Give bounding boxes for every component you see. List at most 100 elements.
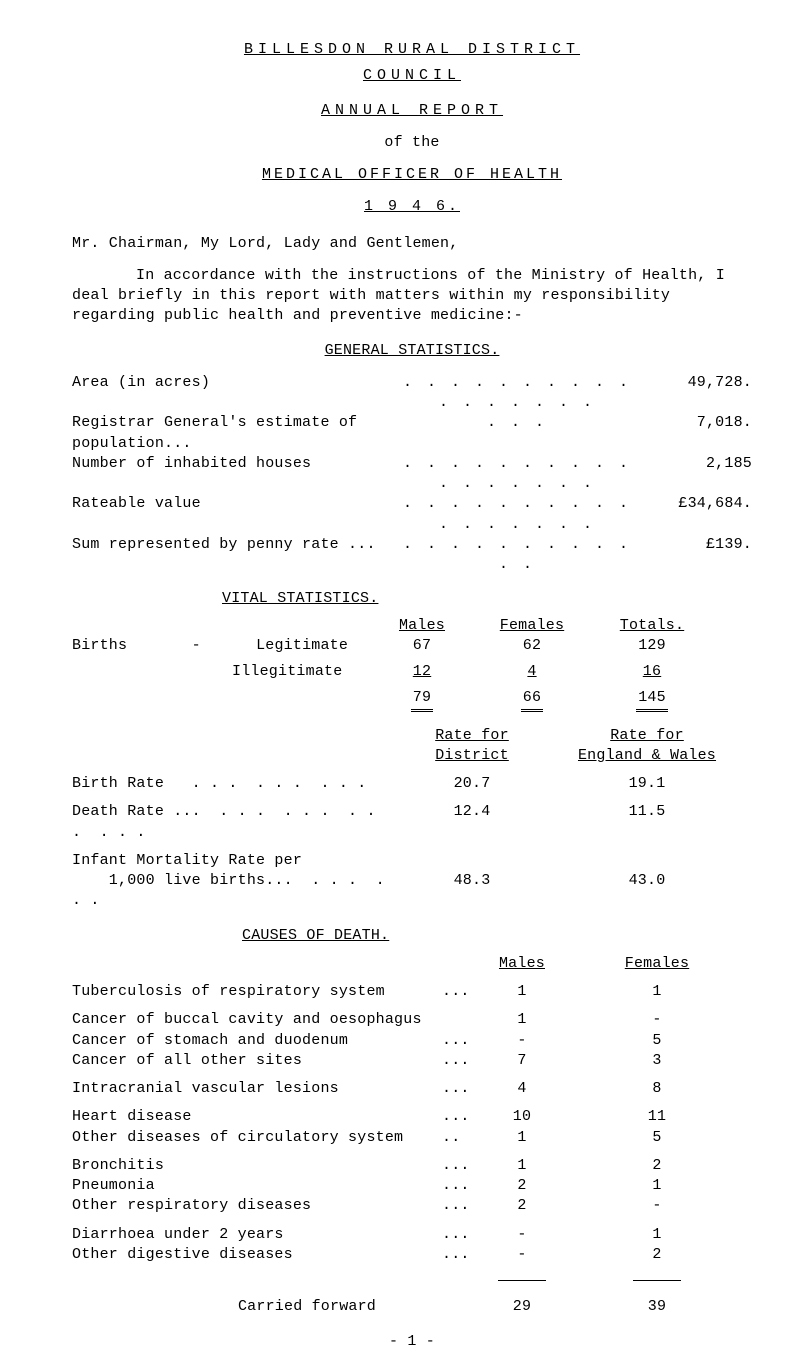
cell-m: 12: [413, 663, 431, 680]
stat-label: Sum represented by penny rate ...: [72, 535, 392, 576]
rate-header-district2: District: [435, 747, 509, 764]
cause-label: Diarrhoea under 2 years: [72, 1225, 442, 1245]
dots: ..: [442, 1128, 482, 1148]
cause-m: 1: [482, 982, 562, 1002]
stat-row-rateable: Rateable value . . . . . . . . . . . . .…: [72, 494, 752, 535]
cause-label: Heart disease: [72, 1107, 442, 1127]
rate-ew: 43.0: [542, 871, 752, 912]
cause-row: Tuberculosis of respiratory system...11: [72, 982, 752, 1002]
row-label: Legitimate: [256, 637, 348, 654]
stat-value: 2,185: [642, 454, 752, 495]
vital-headers: Males Females Totals.: [72, 616, 752, 636]
carried-f: 39: [562, 1297, 752, 1317]
rate-row-infant2: 1,000 live births... . . . . . . 48.3 43…: [72, 871, 752, 912]
cell-f: 4: [527, 663, 536, 680]
header-totals: Totals.: [592, 616, 712, 636]
cause-m: 1: [482, 1128, 562, 1148]
cause-m: 2: [482, 1196, 562, 1216]
section-general-stats: GENERAL STATISTICS.: [72, 341, 752, 361]
dots: . . . . . . . . . . . . . . . . .: [392, 494, 642, 535]
cause-label: Intracranial vascular lesions: [72, 1079, 442, 1099]
cause-row: Other diseases of circulatory system..15: [72, 1128, 752, 1148]
cause-f: 3: [562, 1051, 752, 1071]
cause-m: 2: [482, 1176, 562, 1196]
dots: ...: [442, 1051, 482, 1071]
cause-f: 1: [562, 1176, 752, 1196]
cause-label: Cancer of buccal cavity and oesophagus: [72, 1010, 442, 1030]
cause-m: -: [482, 1031, 562, 1051]
cause-row: Pneumonia...21: [72, 1176, 752, 1196]
cause-label: Cancer of all other sites: [72, 1051, 442, 1071]
rate-ew: 19.1: [542, 774, 752, 794]
title-annual-report: ANNUAL REPORT: [72, 101, 752, 121]
cause-f: 11: [562, 1107, 752, 1127]
cause-m: 4: [482, 1079, 562, 1099]
section-causes: CAUSES OF DEATH.: [242, 927, 389, 944]
vital-row-sum: 79 66 145: [72, 688, 752, 711]
rate-label: Death Rate ...: [72, 803, 201, 820]
intro-paragraph: In accordance with the instructions of t…: [72, 266, 752, 327]
cause-m: 10: [482, 1107, 562, 1127]
rate-label: 1,000 live births...: [72, 872, 293, 889]
dots: . . . . . . . . . . . . . . . . .: [392, 454, 642, 495]
dots: ...: [442, 1245, 482, 1265]
dots: ...: [442, 1031, 482, 1051]
section-vital-stats: VITAL STATISTICS.: [222, 590, 378, 607]
cause-row: Intracranial vascular lesions...48: [72, 1079, 752, 1099]
rate-row-infant1: Infant Mortality Rate per: [72, 851, 752, 871]
stat-value: 7,018.: [642, 413, 752, 454]
cause-f: 5: [562, 1128, 752, 1148]
births-label: Births: [72, 637, 127, 654]
dots: . . .: [392, 413, 642, 454]
sum-t: 145: [636, 688, 668, 711]
cell-f: 62: [472, 636, 592, 656]
cause-label: Pneumonia: [72, 1176, 442, 1196]
title-year: 1 9 4 6.: [72, 197, 752, 217]
rate-headers: Rate for Rate for: [72, 726, 752, 746]
cause-label: Other diseases of circulatory system: [72, 1128, 442, 1148]
cause-f: 5: [562, 1031, 752, 1051]
stat-value: 49,728.: [642, 373, 752, 414]
dots: ...: [442, 1107, 482, 1127]
cell-t: 16: [643, 663, 661, 680]
stat-row-area: Area (in acres) . . . . . . . . . . . . …: [72, 373, 752, 414]
carried-label: Carried forward: [72, 1297, 442, 1317]
rate-district: 20.7: [402, 774, 542, 794]
vital-row-legitimate: Births - Legitimate 67 62 129: [72, 636, 752, 656]
title-medical-officer: MEDICAL OFFICER OF HEALTH: [72, 165, 752, 185]
cause-row: Other digestive diseases...-2: [72, 1245, 752, 1265]
causes-headers: Males Females: [72, 954, 752, 974]
cause-row: Other respiratory diseases...2-: [72, 1196, 752, 1216]
title-ofthe: of the: [72, 133, 752, 153]
cause-label: Cancer of stomach and duodenum: [72, 1031, 442, 1051]
cause-m: 7: [482, 1051, 562, 1071]
stat-value: £34,684.: [642, 494, 752, 535]
carried-forward-row: Carried forward 29 39: [72, 1297, 752, 1317]
header-males: Males: [482, 954, 562, 974]
rate-district: 48.3: [402, 871, 542, 912]
rate-row-death: Death Rate ... . . . . . . . . . . . . 1…: [72, 802, 752, 843]
cause-row: Cancer of all other sites...73: [72, 1051, 752, 1071]
dash: -: [192, 637, 201, 654]
dots: ...: [442, 1196, 482, 1216]
carried-rule: [72, 1271, 752, 1291]
rate-row-birth: Birth Rate . . . . . . . . . 20.7 19.1: [72, 774, 752, 794]
row-label: Illegitimate: [72, 662, 372, 682]
cause-label: Other digestive diseases: [72, 1245, 442, 1265]
rate-district: 12.4: [402, 802, 542, 843]
stat-row-population: Registrar General's estimate of populati…: [72, 413, 752, 454]
vital-row-illegitimate: Illegitimate 12 4 16: [72, 662, 752, 682]
cause-row: Diarrhoea under 2 years...-1: [72, 1225, 752, 1245]
cause-f: 8: [562, 1079, 752, 1099]
cause-row: Bronchitis...12: [72, 1156, 752, 1176]
cause-f: 2: [562, 1245, 752, 1265]
page-number: - 1 -: [72, 1332, 752, 1352]
cause-f: 1: [562, 982, 752, 1002]
cause-f: 1: [562, 1225, 752, 1245]
cause-row: Cancer of stomach and duodenum...-5: [72, 1031, 752, 1051]
sum-f: 66: [521, 688, 543, 711]
stat-label: Area (in acres): [72, 373, 392, 414]
rate-header-ew1: Rate for: [610, 727, 684, 744]
rate-header-district1: Rate for: [435, 727, 509, 744]
stat-value: £139.: [642, 535, 752, 576]
